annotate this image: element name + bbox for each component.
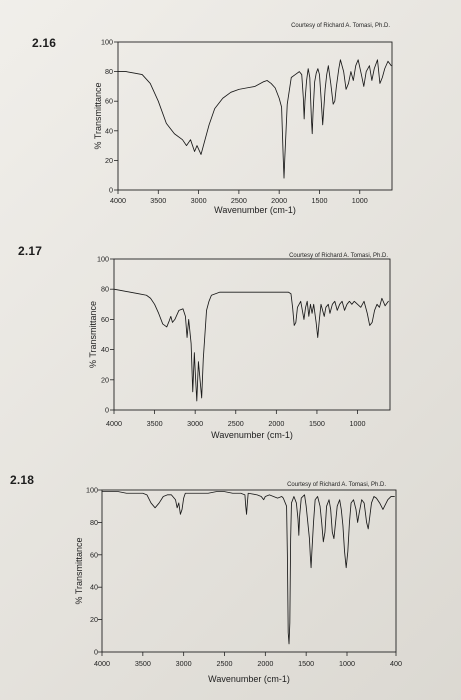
y-axis-label-2-18: % Transmittance: [74, 537, 84, 604]
x-tick-label-2-18-2500: 2500: [217, 659, 233, 668]
x-axis-label-2-18: Wavenumber (cm-1): [208, 674, 290, 684]
plot-frame-2-16: [117, 41, 393, 191]
x-axis-label-2-17: Wavenumber (cm-1): [211, 430, 293, 440]
x-tick-label-2-16-1000: 1000: [352, 196, 368, 205]
plot-frame-2-18: [101, 489, 397, 653]
credit-2-17: Courtesy of Richard A. Tomasi, Ph.D.: [289, 253, 388, 259]
plot-frame-2-17: [113, 258, 391, 411]
credit-2-18: Courtesy of Richard A. Tomasi, Ph.D.: [287, 482, 386, 488]
spectrum-line-2-16: [117, 59, 392, 179]
y-tick-label-2-18-40: 40: [90, 583, 98, 592]
x-tick-label-2-18-400: 400: [390, 659, 402, 668]
y-tick-label-2-16-100: 100: [101, 38, 113, 47]
problem-number-2-17: 2.17: [18, 244, 43, 258]
x-tick-label-2-16-2500: 2500: [231, 196, 247, 205]
x-tick-label-2-16-3500: 3500: [150, 196, 166, 205]
x-tick-label-2-18-4000: 4000: [94, 659, 110, 668]
x-tick-label-2-17-2000: 2000: [268, 419, 284, 428]
y-tick-label-2-18-0: 0: [94, 648, 98, 657]
y-tick-label-2-18-100: 100: [86, 486, 98, 495]
spectrum-2-16: 2.16 0 20 40 60 80 100 4000 3500 3000 2500 2000 150…: [0, 0, 461, 232]
y-tick-label-2-16-60: 60: [105, 97, 113, 106]
x-tick-label-2-17-3500: 3500: [147, 419, 163, 428]
y-tick-label-2-18-60: 60: [90, 550, 98, 559]
x-tick-label-2-17-1500: 1500: [309, 419, 325, 428]
y-tick-label-2-18-80: 80: [90, 518, 98, 527]
y-axis-label-2-17: % Transmittance: [88, 301, 98, 368]
x-tick-label-2-17-4000: 4000: [106, 419, 122, 428]
spectrum-2-17: 2.17 0 20 40 60 80 100 4000 3500 3000 2500 2000 150…: [0, 232, 461, 464]
problem-number-2-16: 2.16: [32, 36, 57, 50]
x-tick-label-2-17-2500: 2500: [228, 419, 244, 428]
problem-number-2-18: 2.18: [10, 473, 35, 487]
x-tick-label-2-17-3000: 3000: [187, 419, 203, 428]
x-tick-label-2-17-1000: 1000: [350, 419, 366, 428]
ir-spectrum-chart-2-17: 0 20 40 60 80 100 4000 3500 3000 2500 2000 1500 1000…: [88, 253, 391, 440]
y-tick-label-2-16-40: 40: [105, 126, 113, 135]
x-tick-label-2-16-4000: 4000: [110, 196, 126, 205]
x-axis-label-2-16: Wavenumber (cm-1): [214, 205, 296, 215]
y-tick-label-2-17-100: 100: [97, 255, 109, 264]
y-tick-label-2-17-60: 60: [101, 315, 109, 324]
x-tick-label-2-18-1000: 1000: [339, 659, 355, 668]
credit-2-16: Courtesy of Richard A. Tomasi, Ph.D.: [291, 23, 390, 29]
y-tick-label-2-16-80: 80: [105, 67, 113, 76]
ir-spectrum-chart-2-18: 0 20 40 60 80 100 4000 3500 3000 2500 2000 1500 1000…: [74, 482, 402, 684]
ir-spectrum-chart-2-16: 0 20 40 60 80 100 4000 3500 3000 2500 2000 1500 1000…: [93, 23, 393, 215]
y-tick-label-2-17-80: 80: [101, 285, 109, 294]
y-axis-label-2-16: % Transmittance: [93, 82, 103, 149]
y-tick-label-2-17-0: 0: [105, 406, 109, 415]
x-tick-label-2-16-1500: 1500: [311, 196, 327, 205]
x-tick-label-2-18-3500: 3500: [135, 659, 151, 668]
spectrum-line-2-18: [101, 491, 395, 645]
x-tick-label-2-18-2000: 2000: [257, 659, 273, 668]
spectrum-2-18: 2.18 0 20 40 60 80 100 4000 3500 3000 2500 2000 150…: [0, 464, 461, 700]
y-tick-label-2-16-20: 20: [105, 156, 113, 165]
y-tick-label-2-18-20: 20: [90, 615, 98, 624]
x-tick-label-2-16-3000: 3000: [191, 196, 207, 205]
y-tick-label-2-17-20: 20: [101, 375, 109, 384]
y-tick-label-2-16-0: 0: [109, 186, 113, 195]
x-tick-label-2-18-1500: 1500: [298, 659, 314, 668]
x-tick-label-2-16-2000: 2000: [271, 196, 287, 205]
spectrum-line-2-17: [113, 288, 389, 402]
x-tick-label-2-18-3000: 3000: [176, 659, 192, 668]
y-tick-label-2-17-40: 40: [101, 345, 109, 354]
